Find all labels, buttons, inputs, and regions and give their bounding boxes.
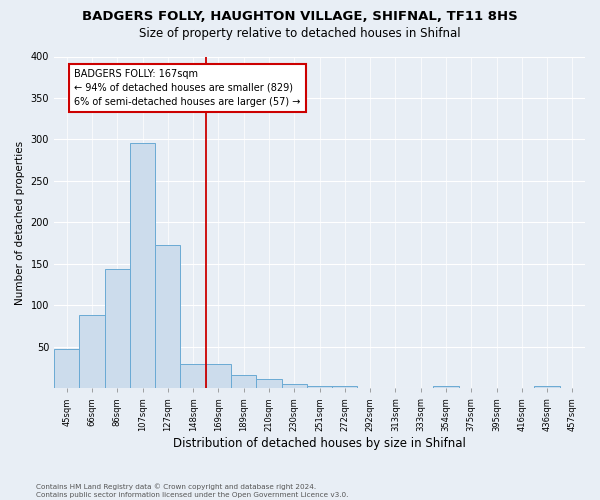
Y-axis label: Number of detached properties: Number of detached properties [15, 140, 25, 304]
X-axis label: Distribution of detached houses by size in Shifnal: Distribution of detached houses by size … [173, 437, 466, 450]
Bar [181, 364, 206, 388]
Bar [535, 386, 560, 388]
Bar [54, 350, 79, 389]
Bar [256, 380, 281, 388]
Bar [104, 269, 130, 388]
Bar [433, 386, 458, 388]
Text: BADGERS FOLLY: 167sqm
← 94% of detached houses are smaller (829)
6% of semi-deta: BADGERS FOLLY: 167sqm ← 94% of detached … [74, 69, 301, 107]
Bar [206, 364, 231, 388]
Bar [281, 384, 307, 388]
Bar [307, 386, 332, 388]
Text: Size of property relative to detached houses in Shifnal: Size of property relative to detached ho… [139, 28, 461, 40]
Bar [130, 143, 155, 388]
Bar [79, 316, 104, 388]
Text: Contains HM Land Registry data © Crown copyright and database right 2024.
Contai: Contains HM Land Registry data © Crown c… [36, 484, 349, 498]
Bar [332, 386, 358, 388]
Bar [155, 245, 181, 388]
Bar [231, 375, 256, 388]
Text: BADGERS FOLLY, HAUGHTON VILLAGE, SHIFNAL, TF11 8HS: BADGERS FOLLY, HAUGHTON VILLAGE, SHIFNAL… [82, 10, 518, 23]
